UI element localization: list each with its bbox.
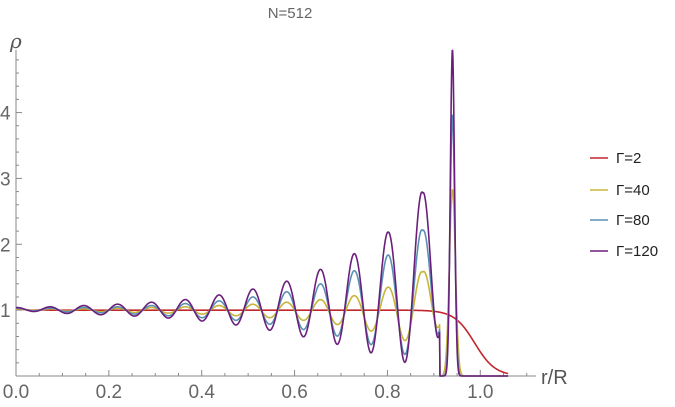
y-tick-label: 2 <box>0 235 11 256</box>
legend: Γ=2 Γ=40 Γ=80 Γ=120 <box>590 150 658 260</box>
y-tick-label: 3 <box>0 169 11 190</box>
x-tick-label: 0.4 <box>189 382 216 403</box>
x-axis-title: r/R <box>541 367 568 389</box>
legend-label: Γ=80 <box>616 212 650 229</box>
series-line-120 <box>15 49 509 377</box>
legend-label: Γ=2 <box>616 150 641 167</box>
series-lines <box>15 49 509 377</box>
x-tick-label: 0.8 <box>374 382 400 403</box>
legend-label: Γ=120 <box>616 243 658 260</box>
series-line-80 <box>15 114 509 377</box>
x-tick-label: 1.0 <box>467 382 493 403</box>
chart-title: N=512 <box>268 5 313 22</box>
legend-label: Γ=40 <box>616 182 650 199</box>
x-tick-label: 0.0 <box>3 382 29 403</box>
axes: 0.0 0.2 0.4 0.6 0.8 1.0 1 2 3 4 <box>0 50 536 403</box>
series-line-40 <box>15 189 509 377</box>
plot-area <box>15 49 509 377</box>
y-axis-title: ρ <box>9 29 22 53</box>
y-tick-label: 4 <box>0 104 11 125</box>
y-ticks: 1 2 3 4 <box>0 59 22 364</box>
x-tick-label: 0.2 <box>96 382 122 403</box>
y-tick-label: 1 <box>0 301 11 322</box>
x-ticks: 0.0 0.2 0.4 0.6 0.8 1.0 <box>3 370 528 403</box>
x-tick-label: 0.6 <box>281 382 307 403</box>
